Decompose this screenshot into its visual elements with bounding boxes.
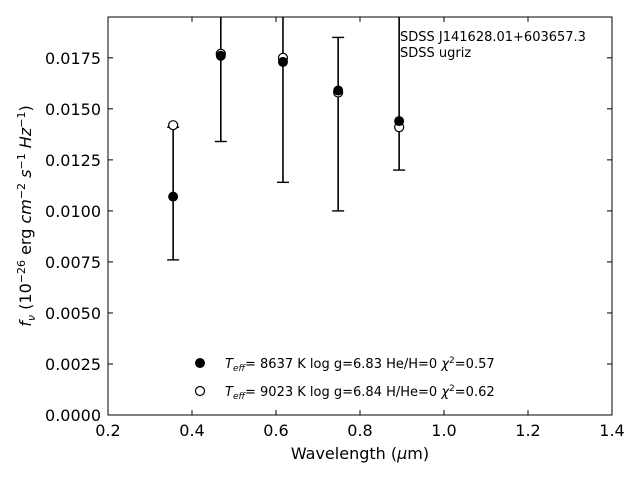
x-axis-label: Wavelength (μm)	[291, 444, 429, 463]
data-points	[168, 48, 405, 202]
y-tick-label-5: 0.0125	[45, 151, 101, 170]
legend-entry-1: Teff= 8637 K log g=6.83 He/H=0 χ2=0.57	[195, 356, 495, 374]
y-tick-label-7: 0.0175	[45, 49, 101, 68]
y-tick-label-6: 0.0150	[45, 100, 101, 119]
y-axis-label: fν (10−26 erg cm−2 s−1 Hz−1)	[15, 105, 38, 326]
y-tick-label-1: 0.0025	[45, 355, 101, 374]
svg-text:Teff= 9023 K log g=6.84 H/H: Teff= 9023 K log g=6.84 H/He=0 χ2=0.62	[225, 384, 495, 402]
x-tick-label-0: 0.2	[95, 421, 120, 440]
model-filled-point-4	[394, 116, 405, 127]
x-tick-label-2: 0.6	[263, 421, 288, 440]
model-filled-point-1	[215, 50, 226, 61]
legend-chi-1: =0.57	[455, 357, 495, 372]
annotation-line-1: SDSS J141628.01+603657.3	[400, 30, 586, 45]
legend-chi-2: =0.62	[455, 385, 495, 400]
legend-marker-filled	[195, 358, 205, 368]
x-tick-label-4: 1.0	[431, 421, 456, 440]
legend-logg-1: log g=6.83	[310, 357, 382, 372]
x-tick-label-5: 1.2	[515, 421, 540, 440]
y-tick-label-2: 0.0050	[45, 304, 101, 323]
model-filled-point-2	[277, 56, 288, 67]
x-tick-label-6: 1.4	[599, 421, 624, 440]
x-tick-label-1: 0.4	[179, 421, 204, 440]
legend: Teff= 8637 K log g=6.83 He/H=0 χ2=0.57 T…	[194, 356, 495, 402]
legend-comp-1: He/H=0	[386, 357, 437, 372]
plot-area	[107, 16, 613, 416]
y-tick-label-4: 0.0100	[45, 202, 101, 221]
legend-entry-2: Teff= 9023 K log g=6.84 H/He=0 χ2=0.62	[194, 384, 495, 402]
model-open-point-0	[168, 120, 179, 131]
legend-comp-2: H/He=0	[386, 385, 437, 400]
model-filled-point-0	[168, 191, 179, 202]
annotation-line-2: SDSS ugriz	[400, 46, 471, 61]
svg-text:Teff= 8637 K log g=6.83 He/: Teff= 8637 K log g=6.83 He/H=0 χ2=0.57	[225, 356, 495, 374]
x-axis-ticks: 0.2 0.4 0.6 0.8 1.0 1.2 1.4	[95, 17, 625, 440]
x-tick-label-3: 0.8	[347, 421, 372, 440]
legend-temp-1: 8637 K	[260, 357, 306, 372]
y-tick-label-3: 0.0075	[45, 253, 101, 272]
legend-temp-2: 9023 K	[260, 385, 306, 400]
legend-marker-open	[194, 385, 206, 397]
y-tick-label-0: 0.0000	[45, 406, 101, 425]
model-filled-point-3	[333, 85, 344, 96]
legend-logg-2: log g=6.84	[310, 385, 382, 400]
y-axis-ticks: 0.0000 0.0025 0.0050 0.0075 0.0100 0.0125 0.01…	[45, 49, 612, 425]
